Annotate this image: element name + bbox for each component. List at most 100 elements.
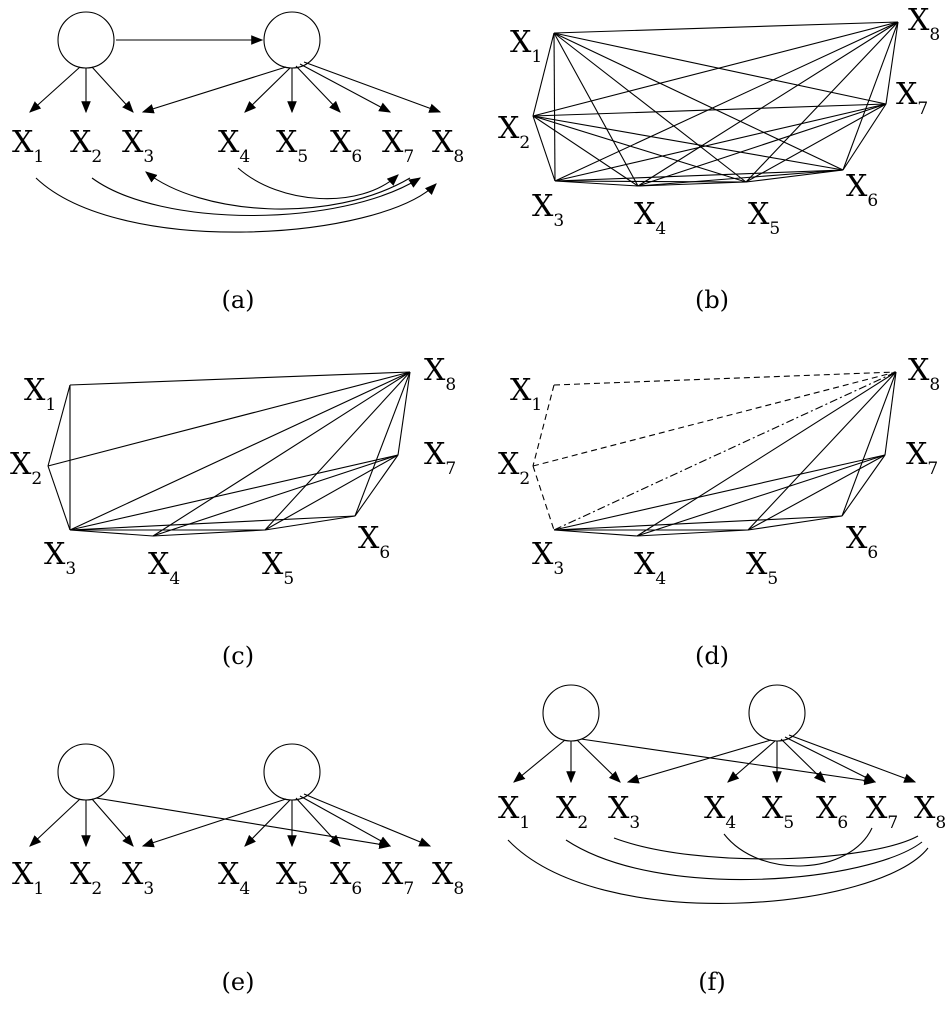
edge-arrow: [788, 734, 917, 783]
var-label: X1: [498, 791, 530, 833]
variable-labels: X1 X2 X3 X4 X5 X6 X7 X8: [12, 125, 464, 167]
var-label: X5: [762, 791, 794, 833]
edge-arrow: [91, 66, 134, 113]
var-label: X3: [608, 791, 640, 833]
edge-arrow: [244, 799, 291, 847]
edge-curve: [91, 177, 422, 216]
panel-f: X1 X2 X3 X4 X5 X6 X7 X8 (f): [498, 684, 946, 996]
var-label: X8: [914, 791, 946, 833]
var-label: X2: [556, 791, 588, 833]
var-label: X7: [382, 125, 414, 167]
complete-graph-edges: [532, 21, 899, 187]
var-label: X2: [70, 125, 102, 167]
var-label: X8: [432, 857, 464, 899]
graph-edges: [47, 371, 411, 537]
var-label: X1: [510, 373, 542, 415]
panel-caption: (d): [695, 642, 729, 670]
var-label: X2: [498, 111, 530, 153]
latent-node: [748, 684, 806, 742]
edge-curve: [565, 839, 923, 881]
panel-d: X1 X2 X3 X4 X5 X6 X7 X8 (d): [498, 353, 940, 670]
edge-arrow: [780, 738, 826, 783]
variable-labels: X1 X2 X3 X4 X5 X6 X7 X8: [10, 353, 456, 589]
edge-arrow: [303, 61, 442, 113]
edge-curve: [507, 839, 929, 904]
var-label: X2: [498, 447, 530, 489]
edge-curve: [145, 171, 411, 210]
var-label: X1: [24, 373, 56, 415]
var-label: X7: [896, 77, 928, 119]
dashed-edges: [532, 371, 897, 531]
solid-edges: [553, 371, 897, 537]
edge-arrow: [727, 740, 776, 783]
var-label: X4: [218, 857, 250, 899]
variable-labels: X1 X2 X3 X4 X5 X6 X7 X8: [12, 857, 464, 899]
var-label: X6: [816, 791, 848, 833]
var-label: X1: [12, 857, 44, 899]
latent-node: [57, 11, 115, 69]
edge-arrow: [141, 798, 287, 848]
panel-caption: (e): [222, 968, 255, 996]
edge-arrow: [580, 738, 877, 786]
edge-arrow: [29, 66, 81, 113]
var-label: X6: [846, 169, 878, 211]
var-label: X8: [908, 353, 940, 395]
var-label: X5: [748, 197, 780, 239]
panel-a: X1 X2 X3 X4 X5 X6 X7 X8 (a): [12, 11, 464, 314]
var-label: X4: [148, 547, 180, 589]
var-label: X2: [10, 447, 42, 489]
edge-arrow: [295, 797, 341, 847]
variable-labels: X1 X2 X3 X4 X5 X6 X7 X8: [498, 3, 940, 239]
var-label: X6: [330, 125, 362, 167]
edge-arrow: [295, 65, 341, 113]
var-label: X8: [908, 3, 940, 45]
edge-arrow: [784, 736, 877, 783]
latent-node: [542, 684, 600, 742]
var-label: X3: [122, 125, 154, 167]
edge-arrow: [513, 739, 566, 783]
var-label: X4: [704, 791, 736, 833]
var-label: X3: [532, 537, 564, 579]
var-label: X8: [424, 353, 456, 395]
edge-arrow: [29, 798, 81, 847]
var-label: X5: [746, 547, 778, 589]
var-label: X7: [906, 437, 938, 479]
edge-arrow: [91, 798, 134, 847]
edge-arrow: [244, 67, 291, 113]
var-label: X5: [276, 857, 308, 899]
var-label: X1: [12, 125, 44, 167]
panel-caption: (c): [222, 642, 254, 670]
edge-arrow: [303, 793, 432, 847]
var-label: X4: [634, 197, 666, 239]
var-label: X7: [382, 857, 414, 899]
var-label: X5: [276, 125, 308, 167]
var-label: X3: [532, 189, 564, 231]
edge-arrow: [299, 795, 392, 847]
var-label: X6: [846, 521, 878, 563]
variable-labels: X1 X2 X3 X4 X5 X6 X7 X8: [498, 353, 940, 589]
edge-arrow: [576, 739, 621, 783]
edge-curve: [613, 835, 919, 860]
panel-caption: (f): [698, 968, 726, 996]
edge-arrow: [299, 63, 392, 113]
edge-curve: [35, 177, 437, 233]
var-label: X6: [330, 857, 362, 899]
var-label: X4: [634, 547, 666, 589]
latent-node: [57, 743, 115, 801]
var-label: X5: [262, 547, 294, 589]
var-label: X6: [358, 521, 390, 563]
edge-curve: [237, 167, 399, 200]
var-label: X2: [70, 857, 102, 899]
variable-labels: X1 X2 X3 X4 X5 X6 X7 X8: [498, 791, 946, 833]
var-label: X3: [44, 537, 76, 579]
panel-b: X1 X2 X3 X4 X5 X6 X7 X8 (b): [498, 3, 940, 314]
panel-caption: (b): [695, 286, 729, 314]
var-label: X4: [218, 125, 250, 167]
edge-arrow: [626, 739, 772, 784]
var-label: X3: [122, 857, 154, 899]
panel-caption: (a): [221, 286, 254, 314]
var-label: X7: [866, 791, 898, 833]
panel-c: X1 X2 X3 X4 X5 X6 X7 X8 (c): [10, 353, 456, 670]
latent-node: [263, 11, 321, 69]
